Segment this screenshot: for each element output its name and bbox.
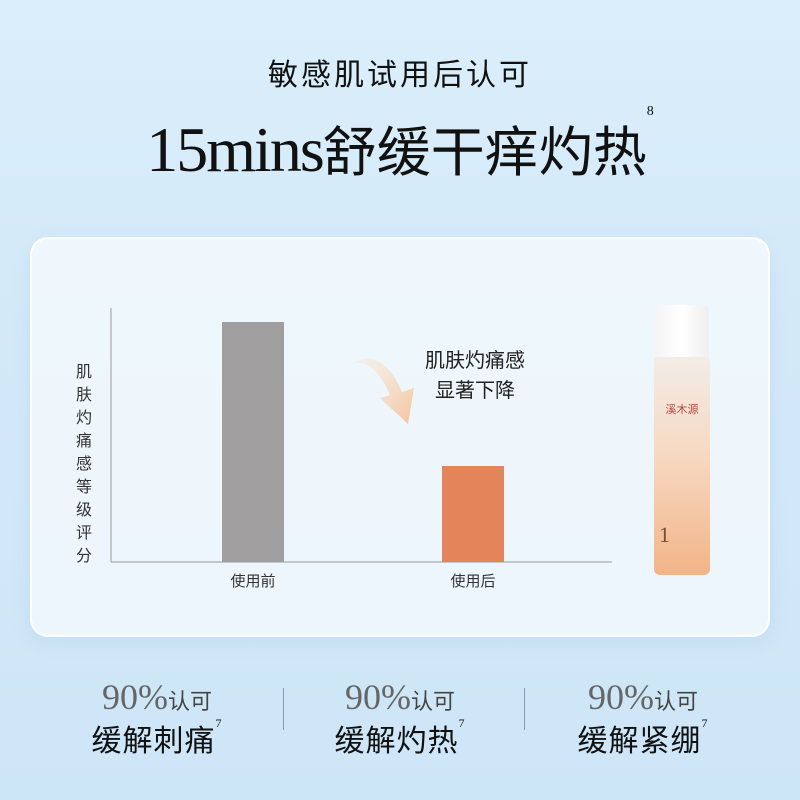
y-axis-label-char: 肤 [75, 385, 92, 404]
stat-percent: 90% [587, 677, 654, 717]
stat-item: 90%认可缓解灼热7 [280, 676, 520, 760]
stat-desc: 缓解刺痛 [91, 724, 216, 759]
bottle-body: 溪木源 1 [654, 357, 710, 575]
bar-2 [442, 466, 504, 562]
stat-approval: 认可 [653, 690, 698, 715]
product-mark: 1 [659, 522, 670, 547]
y-axis-label-char: 评 [75, 523, 92, 542]
y-axis-label-char: 等 [75, 477, 92, 496]
y-axis-label: 肌肤灼痛感等级评分 [74, 360, 94, 567]
headline-text: 舒缓干痒灼热 [322, 121, 647, 184]
x-tick-label: 使用后 [450, 572, 496, 590]
stat-footnote: 7 [215, 716, 223, 730]
y-axis-label-char: 灼 [75, 408, 92, 427]
stat-item: 90%认可缓解刺痛7 [37, 676, 277, 760]
y-axis-label-char: 痛 [75, 431, 92, 450]
stat-percent: 90% [344, 677, 411, 717]
x-tick-label: 使用前 [230, 572, 276, 590]
stat-desc: 缓解灼热 [334, 724, 459, 759]
product-bottle: 溪木源 1 [652, 305, 712, 575]
bar-1 [222, 322, 284, 562]
y-axis-label-char: 感 [75, 454, 92, 473]
stat-approval: 认可 [167, 690, 212, 715]
y-axis-label-char: 分 [75, 546, 92, 565]
y-axis-label-char: 肌 [75, 362, 92, 381]
stat-approval: 认可 [410, 690, 455, 715]
brand-logo: 溪木源 [665, 403, 699, 416]
chart-card [30, 237, 770, 637]
down-arrow-icon [350, 359, 414, 424]
stat-footnote: 7 [458, 716, 466, 730]
headline-footnote: 8 [646, 104, 654, 119]
chart-annotation: 肌肤灼痛感 显著下降 [410, 345, 540, 405]
headline: 15mins舒缓干痒灼热 8 [0, 104, 800, 187]
stat-item: 90%认可缓解紧绷7 [523, 676, 763, 760]
y-axis-label-char: 级 [75, 500, 92, 519]
annotation-line: 显著下降 [435, 378, 515, 402]
headline-number: 15mins [146, 114, 324, 185]
divider [524, 688, 525, 730]
bottle-cap [655, 305, 709, 357]
stat-desc: 缓解紧绷 [577, 724, 702, 759]
stat-footnote: 7 [701, 716, 709, 730]
stat-percent: 90% [101, 677, 168, 717]
divider [283, 688, 284, 730]
subtitle: 敏感肌试用后认可 [268, 58, 532, 93]
annotation-line: 肌肤灼痛感 [425, 348, 525, 372]
